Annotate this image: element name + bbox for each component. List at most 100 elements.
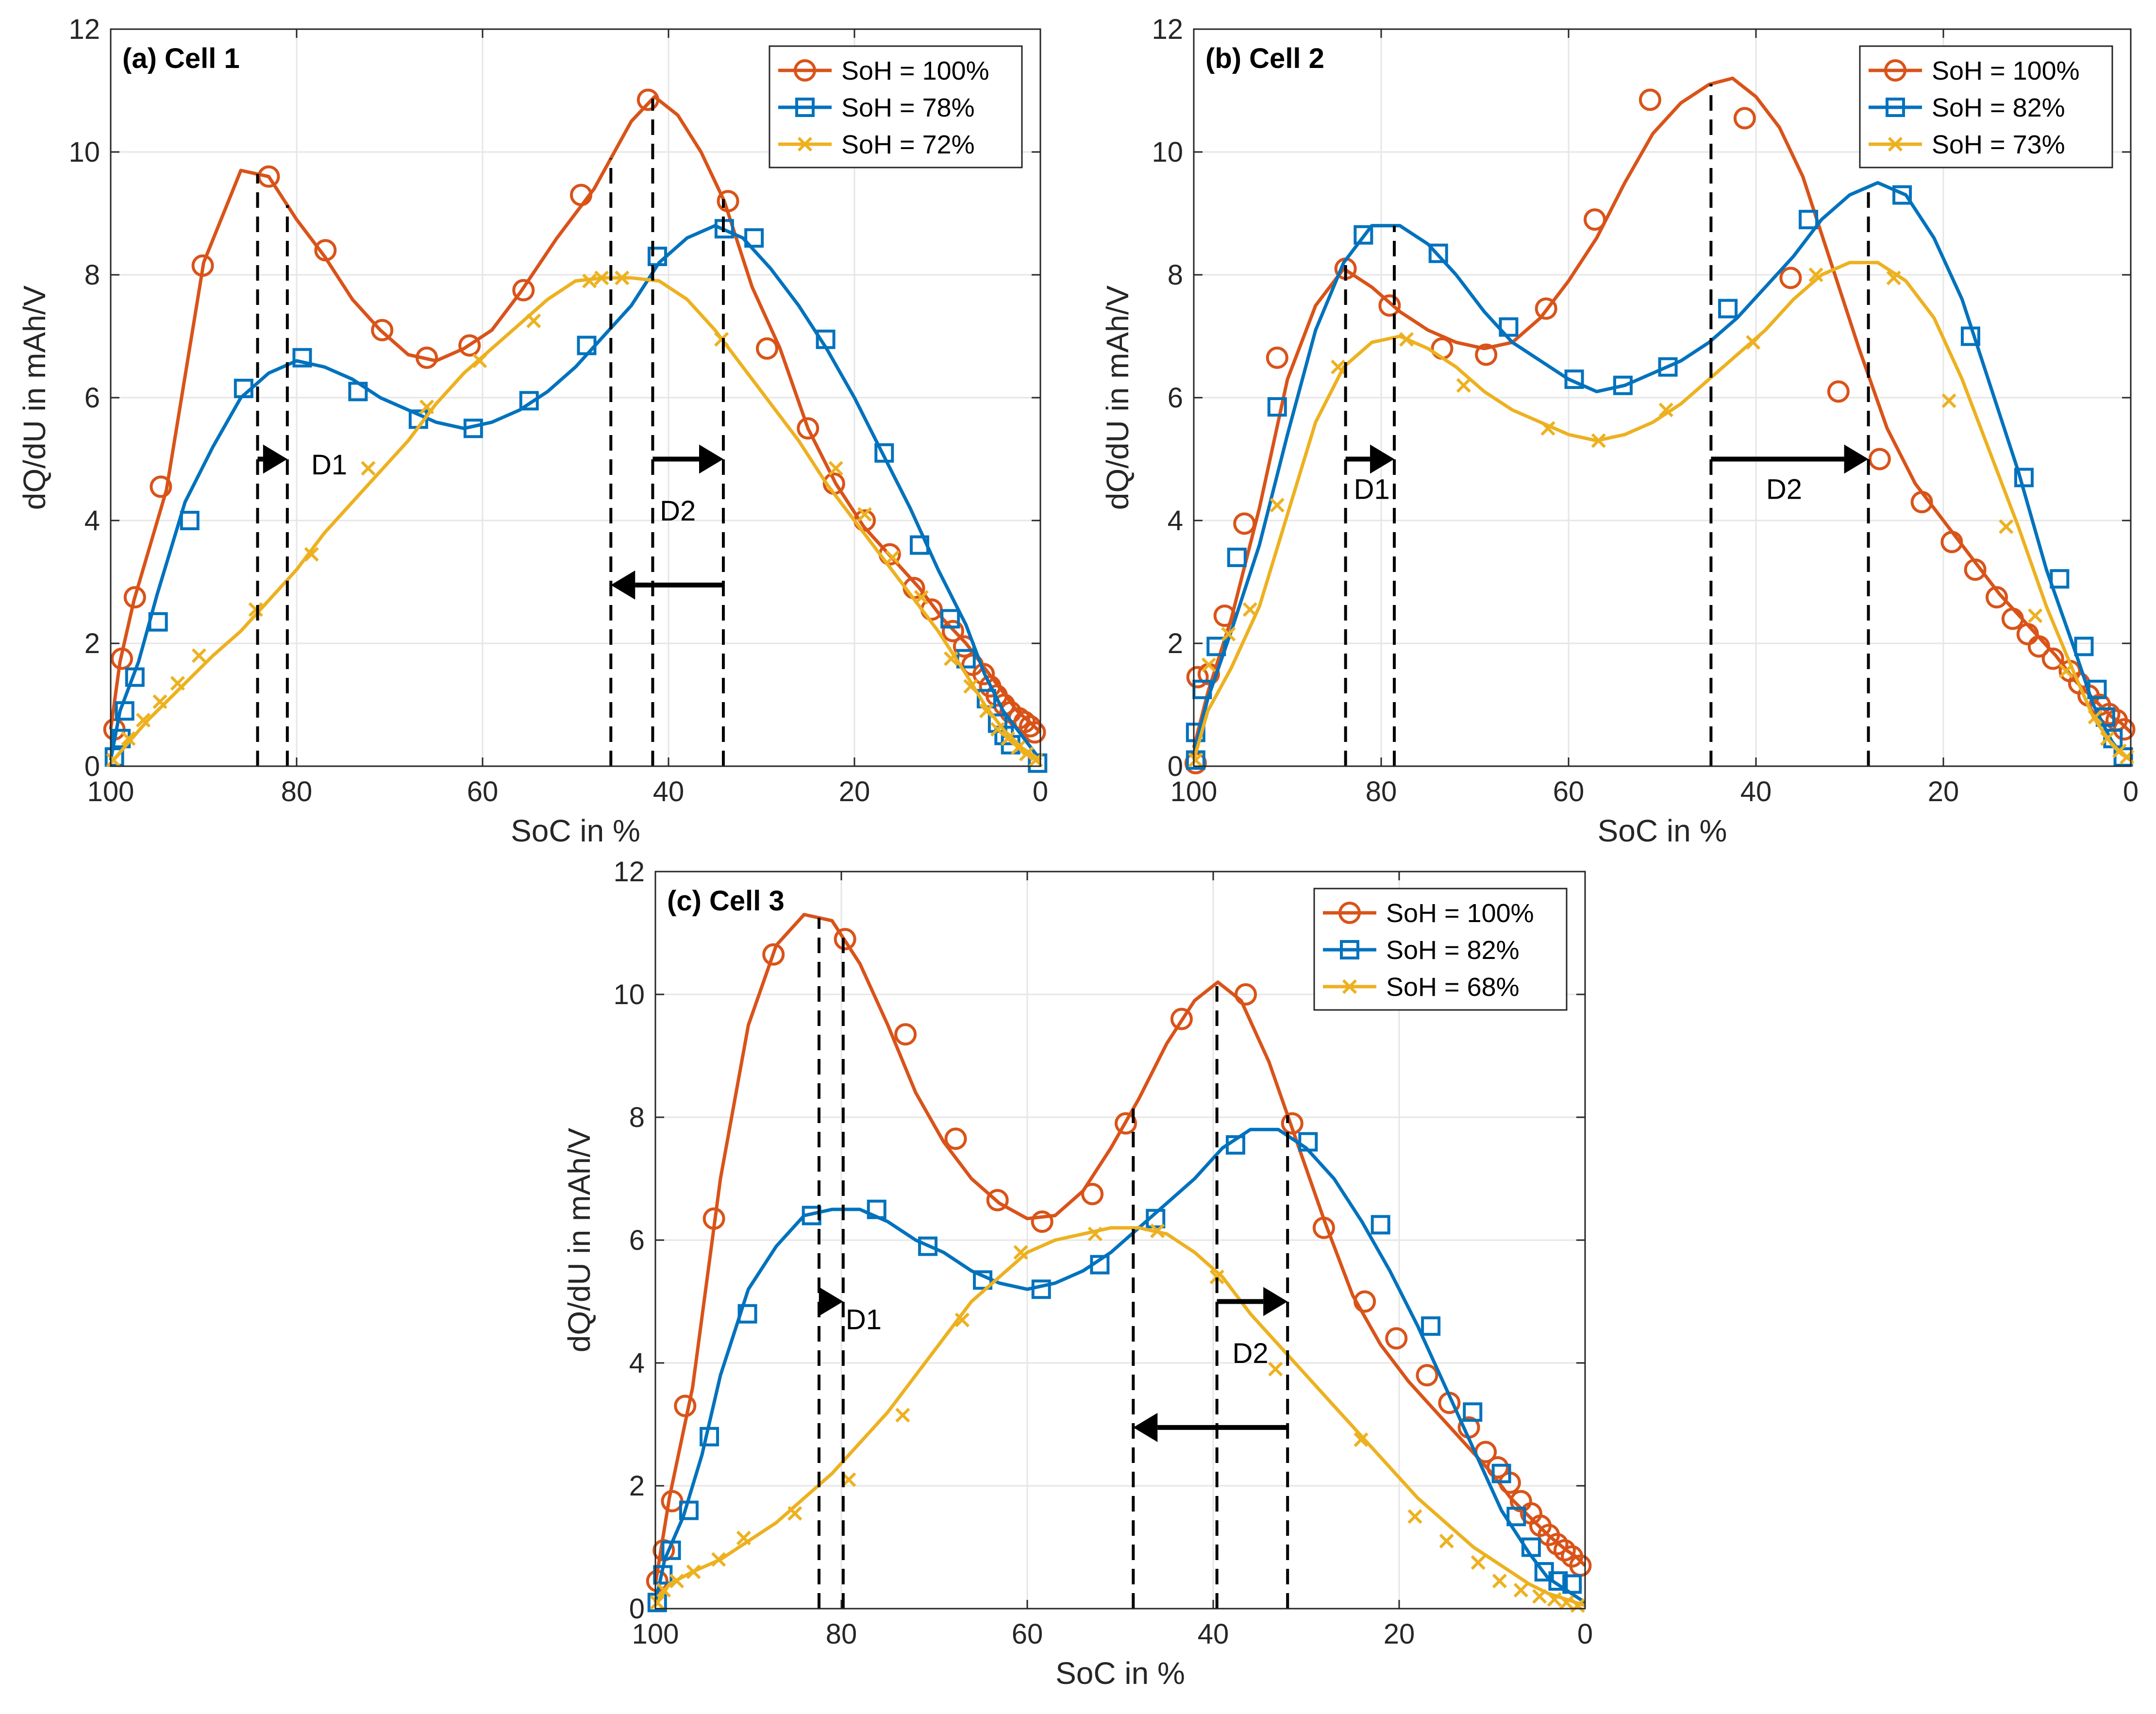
data-point-x [526,313,541,328]
data-point-x [714,332,729,347]
data-point-circle [1354,1290,1376,1313]
axes-frame [110,28,1041,767]
data-point-circle [1213,605,1236,627]
data-point-x [121,731,136,746]
shift-arrow-head [819,1287,843,1316]
data-point-x [1270,498,1285,513]
y-axis-label: dQ/dU in mAh/V [1100,285,1135,510]
data-point-square [744,228,764,248]
legend-entry-label: SoH = 100% [1386,899,1534,928]
x-tick-label: 60 [1553,776,1585,807]
data-point-x [1547,1592,1562,1607]
data-point-square [148,612,168,632]
data-point-circle [110,647,133,670]
series-line [109,224,1042,761]
data-point-x [1513,1582,1528,1598]
data-point-x [1013,1245,1028,1260]
y-tick-label: 8 [84,259,100,291]
data-point-x [979,704,994,719]
data-point-square [918,1236,938,1256]
legend-entry-label: SoH = 100% [841,56,989,85]
data-point-circle [1868,448,1891,471]
panel-title: (b) Cell 2 [1205,43,1324,74]
data-point-x [1658,403,1673,418]
data-point-square [1227,547,1247,567]
data-point-square [104,747,124,767]
y-tick-label: 12 [1152,14,1183,45]
data-point-circle [123,586,146,609]
data-point-square [737,1304,757,1324]
shift-arrow-head [1263,1287,1288,1316]
data-point-circle [1281,1112,1304,1135]
data-point-square [1562,1574,1582,1594]
legend-marker-x [1342,979,1357,994]
x-tick-label: 80 [281,776,313,807]
data-point-x [2088,709,2103,724]
data-point-circle [191,254,214,277]
data-point-square [1960,326,1980,346]
data-point-x [361,461,376,476]
data-point-circle [1779,267,1802,289]
data-point-x [1570,1598,1585,1613]
series-2 [647,1127,1586,1613]
x-axis-label: SoC in % [511,813,640,848]
chart-panel-2: 100 80 60 40 20 0 0 2 4 6 8 10 12 SoC in % dQ/dU in mA… [1100,14,2139,848]
data-point-x [1456,378,1471,393]
legend-entry-label: SoH = 68% [1386,973,1520,1002]
data-point-circle [1378,294,1401,317]
y-axis-label: dQ/dU in mAh/V [562,1127,597,1352]
data-point-x [1201,657,1217,672]
x-tick-label: 100 [87,776,134,807]
data-point-circle [717,190,739,213]
legend-entry-label: SoH = 82% [1386,936,1520,965]
data-point-square [1186,723,1205,742]
series-1 [1184,76,2136,774]
data-point-square [1548,1571,1568,1591]
data-point-square [2074,637,2094,656]
data-point-square [1090,1255,1110,1275]
data-point-circle [1584,208,1606,231]
x-tick-label: 40 [653,776,685,807]
y-tick-label: 6 [1168,382,1183,414]
legend-marker-square [1886,98,1905,117]
data-point-circle [1416,1364,1438,1387]
data-point-x [1331,359,1346,374]
data-point-circle [2016,623,2039,646]
data-point-circle [755,337,778,360]
data-point-circle [834,928,856,951]
data-point-circle [944,1127,967,1150]
data-point-square [1892,185,1912,205]
data-point-square [987,713,1007,733]
data-point-square [1564,370,1584,389]
x-tick-label: 20 [839,776,870,807]
data-point-circle [972,663,995,686]
data-point-x [1471,1555,1486,1570]
data-point-x [650,1595,665,1610]
data-point-x [419,399,435,415]
data-point-circle [150,475,172,498]
x-tick-label: 60 [1012,1618,1043,1650]
shift-arrow-head [1133,1412,1158,1442]
data-point-square [1491,1463,1511,1483]
x-axis-label: SoC in % [1598,813,1727,848]
chart-panel-3: 100 80 60 40 20 0 0 2 4 6 8 10 12 SoC in % dQ/dU in mA… [562,856,1593,1691]
data-point-square [1028,753,1048,773]
data-point-x [2058,663,2073,679]
data-point-circle [1910,491,1933,514]
data-point-x [944,651,959,666]
data-point-x [1209,1269,1224,1285]
y-tick-label: 2 [629,1470,645,1502]
x-axis-label: SoC in % [1055,1656,1185,1691]
data-point-square [1421,1316,1441,1336]
data-point-x [1532,1589,1547,1604]
data-point-circle [1081,1183,1104,1206]
data-point-square [1428,243,1448,263]
data-point-circle [1638,88,1661,111]
y-tick-label: 0 [629,1593,645,1625]
x-tick-label: 80 [1366,776,1397,807]
legend-entry-label: SoH = 73% [1932,130,2065,159]
data-point-square [1799,210,1819,230]
data-point-x [1010,740,1026,756]
data-point-square [816,329,836,349]
shift-arrow-head [263,444,287,474]
